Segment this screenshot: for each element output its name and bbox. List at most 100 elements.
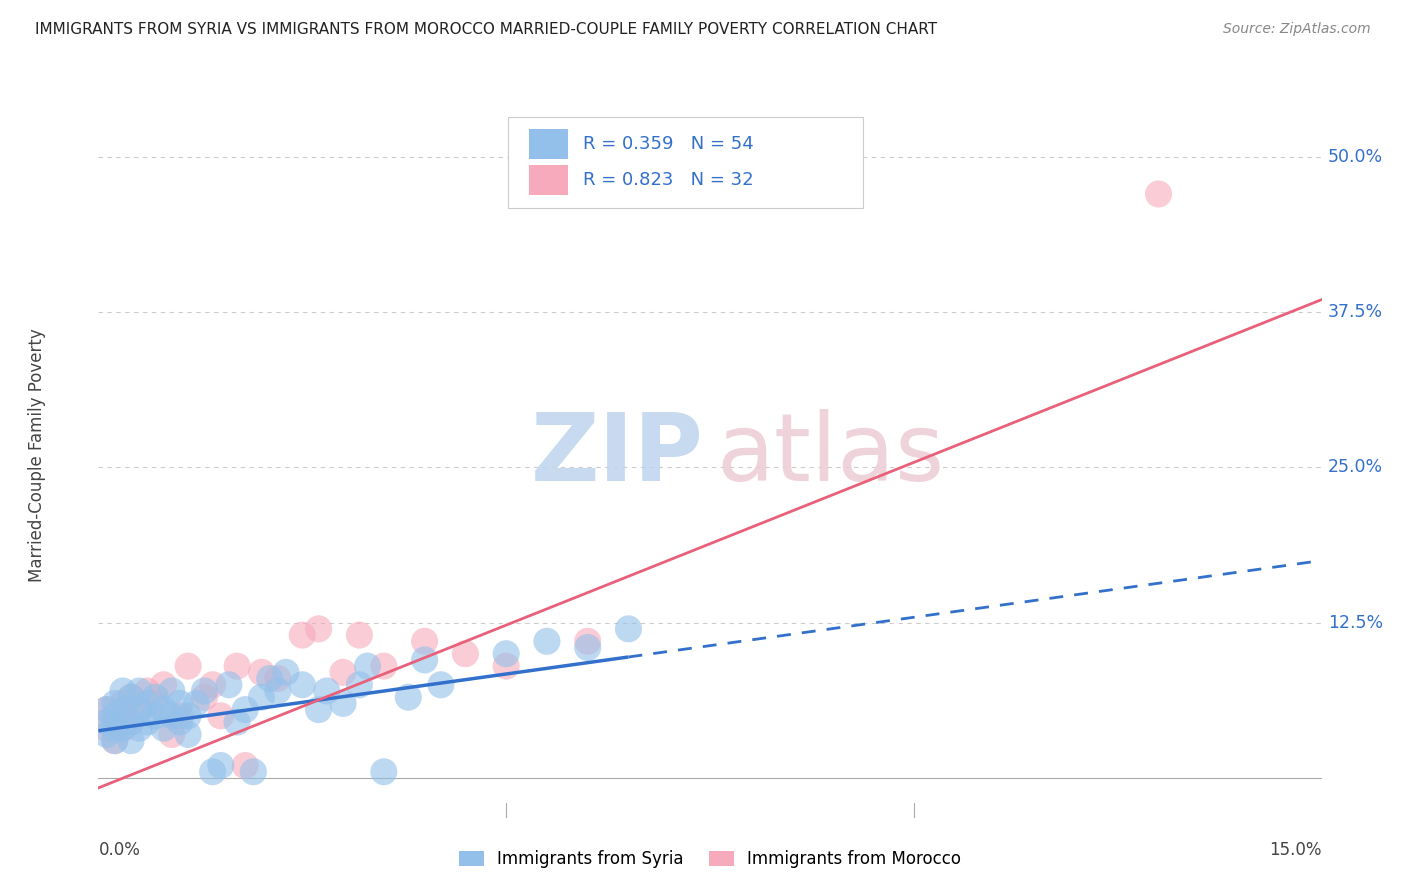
Point — [373, 659, 395, 673]
Point — [120, 733, 142, 747]
Point — [104, 733, 127, 747]
Text: 0.0%: 0.0% — [98, 841, 141, 859]
FancyBboxPatch shape — [529, 166, 568, 194]
Point — [308, 703, 330, 717]
Point — [152, 721, 174, 735]
Point — [177, 727, 200, 741]
Point — [250, 690, 273, 705]
Legend: Immigrants from Syria, Immigrants from Morocco: Immigrants from Syria, Immigrants from M… — [453, 843, 967, 874]
Point — [104, 708, 127, 723]
Text: atlas: atlas — [716, 409, 945, 501]
Point — [308, 622, 330, 636]
FancyBboxPatch shape — [529, 129, 568, 159]
Point — [209, 708, 232, 723]
Point — [160, 708, 183, 723]
Point — [259, 672, 281, 686]
Point — [315, 684, 337, 698]
Point — [332, 697, 354, 711]
Point — [617, 622, 640, 636]
Point — [136, 684, 159, 698]
Point — [201, 764, 224, 779]
Point — [160, 727, 183, 741]
Point — [201, 678, 224, 692]
Point — [454, 647, 477, 661]
Point — [242, 764, 264, 779]
Point — [160, 684, 183, 698]
Point — [96, 721, 118, 735]
Point — [169, 697, 191, 711]
Point — [291, 678, 314, 692]
Point — [250, 665, 273, 680]
Point — [233, 703, 256, 717]
Point — [145, 708, 167, 723]
Point — [495, 647, 517, 661]
Point — [152, 678, 174, 692]
Point — [396, 690, 419, 705]
Point — [356, 659, 378, 673]
Point — [96, 727, 118, 741]
Point — [104, 733, 127, 747]
Point — [495, 659, 517, 673]
Point — [193, 684, 215, 698]
Text: R = 0.823   N = 32: R = 0.823 N = 32 — [583, 171, 754, 189]
Text: ZIP: ZIP — [531, 409, 704, 501]
Point — [169, 714, 191, 729]
Point — [177, 708, 200, 723]
Point — [177, 659, 200, 673]
Point — [193, 690, 215, 705]
Text: Married-Couple Family Poverty: Married-Couple Family Poverty — [28, 328, 46, 582]
Point — [96, 703, 118, 717]
Point — [120, 714, 142, 729]
Point — [120, 690, 142, 705]
Point — [111, 721, 134, 735]
Point — [120, 714, 142, 729]
Point — [111, 703, 134, 717]
Point — [128, 703, 150, 717]
Point — [104, 708, 127, 723]
Point — [136, 697, 159, 711]
Point — [169, 708, 191, 723]
Point — [267, 672, 290, 686]
Point — [373, 764, 395, 779]
Text: 50.0%: 50.0% — [1327, 148, 1384, 166]
Point — [111, 697, 134, 711]
Point — [430, 678, 453, 692]
Point — [226, 714, 249, 729]
Point — [104, 697, 127, 711]
Point — [218, 678, 240, 692]
Point — [291, 628, 314, 642]
Point — [226, 659, 249, 673]
Point — [349, 628, 371, 642]
Text: 37.5%: 37.5% — [1327, 303, 1384, 321]
Point — [152, 703, 174, 717]
Text: 15.0%: 15.0% — [1270, 841, 1322, 859]
Point — [145, 697, 167, 711]
Point — [413, 634, 436, 648]
Text: Source: ZipAtlas.com: Source: ZipAtlas.com — [1223, 22, 1371, 37]
FancyBboxPatch shape — [508, 118, 863, 208]
Point — [1147, 187, 1170, 202]
Point — [349, 678, 371, 692]
Point — [120, 690, 142, 705]
Point — [576, 634, 599, 648]
Point — [413, 653, 436, 667]
Point — [233, 758, 256, 772]
Point — [267, 684, 290, 698]
Point — [186, 697, 208, 711]
Point — [96, 714, 118, 729]
Point — [145, 690, 167, 705]
Point — [274, 665, 297, 680]
Point — [209, 758, 232, 772]
Point — [111, 721, 134, 735]
Text: 25.0%: 25.0% — [1327, 458, 1384, 476]
Point — [104, 721, 127, 735]
Point — [128, 703, 150, 717]
Point — [128, 721, 150, 735]
Point — [111, 684, 134, 698]
Text: 12.5%: 12.5% — [1327, 614, 1384, 632]
Text: IMMIGRANTS FROM SYRIA VS IMMIGRANTS FROM MOROCCO MARRIED-COUPLE FAMILY POVERTY C: IMMIGRANTS FROM SYRIA VS IMMIGRANTS FROM… — [35, 22, 938, 37]
Text: R = 0.359   N = 54: R = 0.359 N = 54 — [583, 135, 754, 153]
Point — [136, 714, 159, 729]
Point — [576, 640, 599, 655]
Point — [128, 684, 150, 698]
